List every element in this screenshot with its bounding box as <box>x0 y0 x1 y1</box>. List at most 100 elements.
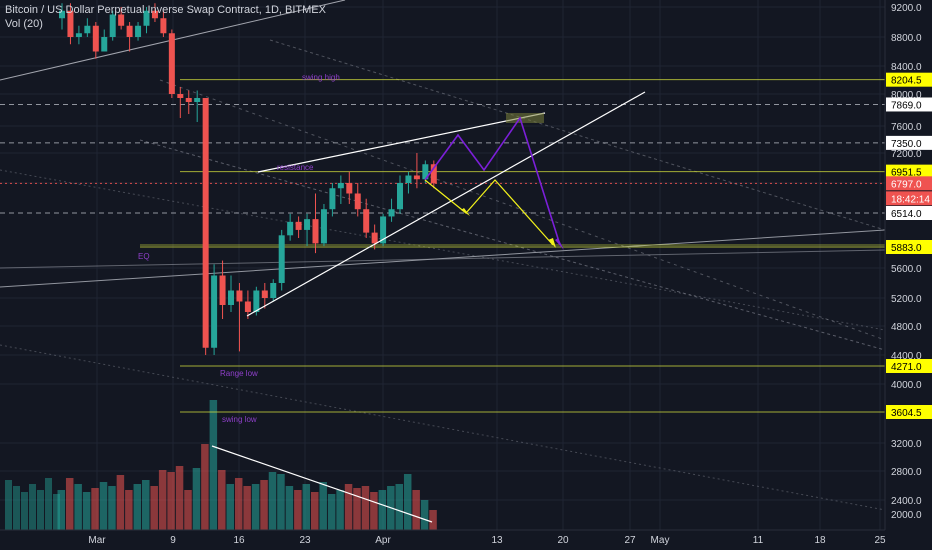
volume-bar <box>74 484 82 530</box>
swing-low-label: swing low <box>222 415 257 424</box>
diagonal-line <box>0 249 886 269</box>
candle-body <box>413 175 420 180</box>
time-tick-label: 20 <box>557 535 569 546</box>
countdown-timer: 18:42:14 <box>891 194 930 205</box>
candle-body <box>380 216 387 244</box>
time-tick-label: 11 <box>753 535 764 546</box>
chart-header: Bitcoin / US Dollar Perpetual Inverse Sw… <box>5 3 326 31</box>
yellow-projection <box>424 179 554 246</box>
time-tick-label: Mar <box>88 535 106 546</box>
volume-bar <box>21 492 28 530</box>
trend-lines <box>0 0 886 511</box>
volume-bar <box>251 484 260 530</box>
level-price-tag: 3604.5 <box>891 408 922 419</box>
volume-bar <box>395 484 403 530</box>
dashed-level-price-tag-box <box>886 206 932 220</box>
candle-body <box>67 10 74 37</box>
price-tick-label: 4400.0 <box>891 351 922 362</box>
price-tick-label: 2800.0 <box>891 467 922 478</box>
volume-bar <box>302 484 311 530</box>
current-price-tag: 6797.0 <box>891 179 922 190</box>
price-axis[interactable]: 9200.08800.08400.08000.07600.07200.06800… <box>884 0 932 550</box>
volume-bar <box>319 482 327 530</box>
volume-bar <box>209 400 218 530</box>
candle-body <box>75 33 82 37</box>
volume-bar <box>277 474 285 530</box>
volume-bar <box>260 480 268 530</box>
time-tick-label: 16 <box>233 535 245 546</box>
price-tick-label: 7600.0 <box>891 122 922 133</box>
volume-bar <box>142 480 150 530</box>
level-price-tag: 4271.0 <box>891 362 922 373</box>
candle-body <box>253 290 260 312</box>
dashed-level-price-tag: 7350.0 <box>891 139 922 150</box>
diagonal-line <box>269 39 886 231</box>
candle-body <box>151 10 158 19</box>
volume-bar <box>192 468 201 530</box>
volume-bar <box>353 488 361 530</box>
candle-body <box>304 219 311 230</box>
candle-body <box>168 33 175 94</box>
candle-body <box>397 183 403 210</box>
candle-body <box>84 25 91 34</box>
price-tick-label: 8800.0 <box>891 33 922 44</box>
volume-bar <box>65 478 74 530</box>
symbol-title[interactable]: Bitcoin / US Dollar Perpetual Inverse Sw… <box>5 4 326 16</box>
candle-body <box>160 18 167 34</box>
level-price-tag: 6951.5 <box>891 168 922 179</box>
level-price-tag-box <box>886 72 932 87</box>
candle-body <box>219 275 226 305</box>
price-tick-label: 9200.0 <box>891 3 922 14</box>
chart-annotations: swing high Range low swing low resistance EQ <box>138 73 340 424</box>
volume-bar <box>5 480 12 530</box>
volume-trend-line <box>211 445 433 523</box>
rising-wedge <box>246 91 646 317</box>
time-tick-label: 23 <box>299 535 311 546</box>
price-tick-label: 7200.0 <box>891 149 922 160</box>
volume-bar <box>13 486 20 530</box>
grid-lines <box>0 0 885 530</box>
candle-body <box>143 10 150 26</box>
volume-indicator-label[interactable]: Vol (20) <box>5 18 43 30</box>
swing-high-label: swing high <box>302 73 340 82</box>
volume-bar <box>285 486 294 530</box>
projection-paths <box>424 116 564 250</box>
price-axis-background <box>885 0 932 550</box>
volume-bar <box>268 472 277 530</box>
candle-body <box>363 209 370 233</box>
time-tick-label: 27 <box>624 535 636 546</box>
candle-body <box>202 98 209 348</box>
dashed-level-price-tag: 6514.0 <box>891 209 922 220</box>
time-tick-label: 13 <box>491 535 503 546</box>
candle-body <box>329 188 336 210</box>
candle-body <box>211 275 218 348</box>
dashed-level-price-tag: 7869.0 <box>891 100 922 111</box>
eq-label: EQ <box>138 252 150 261</box>
horizontal-levels <box>0 79 885 413</box>
time-tick-label: 9 <box>170 535 176 546</box>
volume-bars <box>5 400 437 530</box>
level-price-tag: 5883.0 <box>891 243 922 254</box>
price-tick-label: 8400.0 <box>891 62 922 73</box>
volume-bar <box>429 510 437 530</box>
time-tick-label: 18 <box>814 535 826 546</box>
volume-bar <box>344 484 353 530</box>
candle-body <box>101 37 108 52</box>
range-low-label: Range low <box>220 369 258 378</box>
target-zone <box>506 113 544 123</box>
volume-bar <box>82 492 91 530</box>
candle-body <box>109 14 116 37</box>
candle-body <box>287 221 294 236</box>
volume-bar <box>370 492 378 530</box>
volume-bar <box>378 490 387 530</box>
candle-body <box>337 183 344 189</box>
volume-bar <box>234 478 243 530</box>
volume-bar <box>57 490 65 530</box>
candle-body <box>92 25 99 52</box>
volume-bar <box>167 472 175 530</box>
time-axis[interactable]: Mar 9 16 23 Apr 13 20 27 May 11 18 25 <box>0 529 932 550</box>
price-tick-label: 8000.0 <box>891 90 922 101</box>
candle-body <box>59 10 65 19</box>
level-price-tag-box <box>886 359 932 373</box>
